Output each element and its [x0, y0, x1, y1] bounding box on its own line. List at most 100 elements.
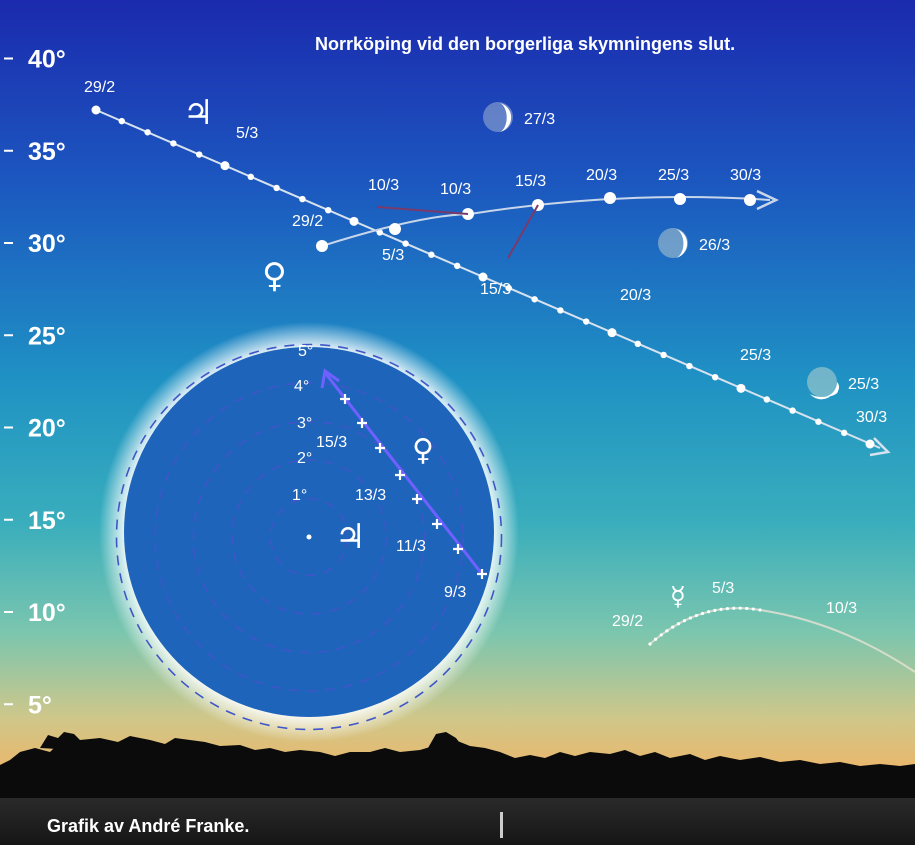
- moon-date-label: 27/3: [524, 111, 555, 128]
- inset-jupiter-symbol: ♃: [335, 517, 365, 557]
- venus-date-label: 5/3: [382, 247, 404, 264]
- jupiter-track: 29/2 5/3 10/3 15/3 20/3 25/3 30/3: [84, 79, 891, 457]
- inset-ring: [192, 420, 426, 654]
- jupiter-track-point: [170, 140, 177, 147]
- venus-track-point: [744, 194, 756, 206]
- venus-track-point: [674, 193, 686, 205]
- jupiter-date-label: 29/2: [84, 79, 115, 96]
- mercury-track-point: [707, 610, 711, 614]
- axis-label: 20°: [28, 415, 66, 443]
- mercury-track: ☿ 29/2 5/3 10/3: [612, 580, 915, 673]
- mercury-track-point: [713, 608, 717, 612]
- jupiter-track-point: [607, 328, 617, 338]
- mercury-track-point: [665, 629, 669, 633]
- inset-ring-label: 2°: [297, 450, 312, 467]
- mercury-track-point: [738, 606, 742, 610]
- mercury-track-point: [682, 619, 687, 623]
- venus-date-label: 25/3: [658, 167, 689, 184]
- jupiter-date-label: 25/3: [740, 347, 771, 364]
- jupiter-track-point: [220, 161, 230, 171]
- credit-text: Grafik av André Franke.: [47, 816, 249, 836]
- venus-date-label: 30/3: [730, 167, 761, 184]
- jupiter-track-point: [660, 351, 667, 359]
- inset-track-point: [453, 544, 463, 554]
- mercury-symbol: ☿: [670, 582, 686, 612]
- inset-track-point: [412, 494, 422, 504]
- jupiter-track-point: [247, 173, 254, 180]
- venus-date-label: 15/3: [515, 173, 546, 190]
- inset-track-point: [357, 418, 367, 428]
- jupiter-track-point: [505, 284, 512, 292]
- mercury-date-label: 29/2: [612, 613, 643, 630]
- arrow-icon: [869, 437, 891, 457]
- mercury-track-point: [648, 642, 652, 646]
- jupiter-track-point: [686, 362, 693, 370]
- jupiter-track-point: [299, 195, 306, 203]
- crescent-moon-icon: [810, 388, 839, 400]
- crescent-moon-icon: [676, 229, 688, 258]
- moon-25-3: 25/3: [807, 367, 879, 400]
- axis-label: 5°: [28, 691, 52, 719]
- inset-track-point: [340, 394, 350, 404]
- inset-date-label: 15/3: [316, 434, 347, 451]
- inset-track-point: [477, 569, 487, 579]
- venus-track: 29/2 5/3 10/3 15/3 20/3 25/3 30/3: [292, 167, 779, 264]
- jupiter-track-point: [841, 429, 848, 437]
- mercury-date-label: 10/3: [826, 600, 857, 617]
- jupiter-date-label: 10/3: [368, 177, 399, 194]
- inset-ring: [115, 343, 503, 731]
- jupiter-track-point: [454, 262, 461, 270]
- axis-label: 30°: [28, 230, 66, 258]
- jupiter-track-point: [273, 184, 280, 192]
- axis-label: 35°: [28, 138, 66, 166]
- mercury-track-point: [671, 625, 675, 629]
- horizon-silhouette: [0, 732, 915, 845]
- venus-date-label: 29/2: [292, 213, 323, 230]
- tree-silhouette: [40, 732, 82, 750]
- jupiter-track-point: [428, 251, 435, 258]
- moon-disk-icon: [658, 228, 688, 258]
- inset-venus-symbol: ♀: [412, 433, 434, 468]
- moon-27-3: 27/3: [483, 102, 555, 132]
- jupiter-track-point: [557, 307, 564, 314]
- ground-band: [0, 798, 915, 845]
- jupiter-track-point: [402, 240, 409, 247]
- jupiter-date-label: 15/3: [480, 281, 511, 298]
- mercury-track-point: [725, 607, 730, 611]
- inset-ring-label: 5°: [298, 343, 313, 360]
- jupiter-track-point: [144, 129, 151, 136]
- jupiter-track-point: [196, 151, 203, 158]
- mercury-track-point: [700, 611, 705, 616]
- jupiter-track-point: [118, 117, 126, 125]
- inset-track-point: [395, 470, 405, 480]
- inset-venus-track: 9/3 11/3 13/3 15/3: [316, 368, 487, 601]
- jupiter-track-point: [91, 105, 101, 115]
- venus-track-line: [321, 196, 771, 247]
- tree-silhouette: [428, 732, 462, 748]
- axis-label: 10°: [28, 599, 66, 627]
- axis-label: 40°: [28, 46, 66, 74]
- jupiter-track-point: [325, 207, 332, 214]
- mercury-track-point: [745, 606, 749, 611]
- inset-ring: [154, 382, 464, 692]
- conjunction-line: [377, 206, 469, 215]
- arrow-icon: [320, 368, 340, 389]
- venus-symbol: ♀: [262, 256, 287, 296]
- jupiter-symbol: ♃: [183, 93, 213, 133]
- venus-track-point: [389, 223, 401, 235]
- inset-track-point: [432, 519, 442, 529]
- mercury-date-label: 5/3: [712, 580, 734, 597]
- jupiter-track-point: [789, 407, 796, 414]
- jupiter-track-point: [531, 296, 538, 303]
- jupiter-track-point: [712, 374, 719, 381]
- inset-ring: [269, 497, 349, 577]
- venus-track-point: [316, 240, 328, 252]
- jupiter-track-point: [376, 229, 383, 236]
- mercury-track-point: [659, 633, 663, 637]
- inset-zoom: 1° 2° 3° 4° 5° ♃ ♀ 9/3 11/3 13/3 15/3: [99, 322, 519, 742]
- mercury-track-point: [719, 607, 723, 611]
- mercury-track-point: [758, 608, 762, 612]
- inset-date-label: 11/3: [396, 538, 426, 555]
